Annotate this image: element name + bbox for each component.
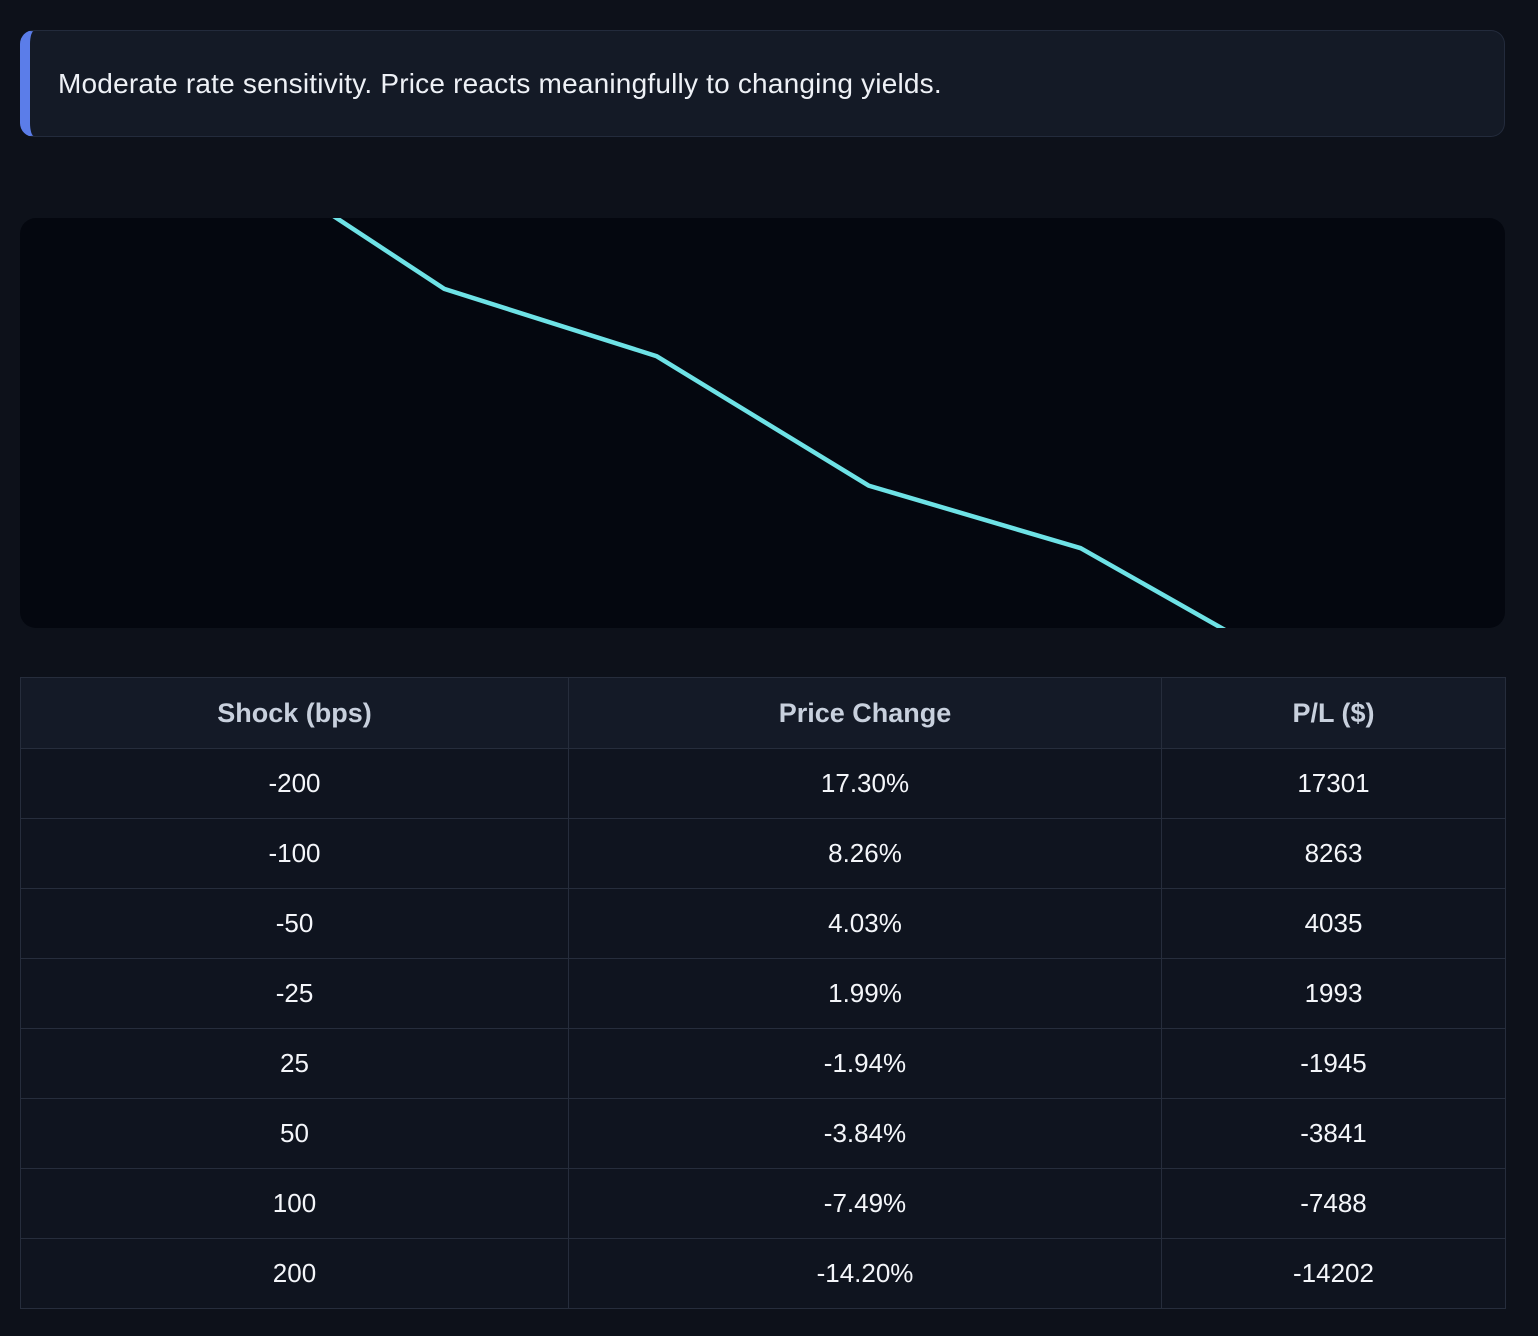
table-cell: -7488 — [1161, 1168, 1506, 1239]
table-cell: 50 — [20, 1098, 569, 1169]
table-cell: 25 — [20, 1028, 569, 1099]
table-row: 100 -7.49% -7488 — [20, 1168, 1506, 1239]
table-row: 50 -3.84% -3841 — [20, 1098, 1506, 1169]
callout-text: Moderate rate sensitivity. Price reacts … — [58, 67, 942, 99]
table-row: -200 17.30% 17301 — [20, 748, 1506, 819]
shock-table: Shock (bps) Price Change P/L ($) -200 17.… — [20, 677, 1506, 1309]
table-cell: 1.99% — [568, 958, 1162, 1029]
table-cell: -1945 — [1161, 1028, 1506, 1099]
table-row: 25 -1.94% -1945 — [20, 1028, 1506, 1099]
rate-sensitivity-chart — [20, 218, 1505, 628]
table-cell: 4.03% — [568, 888, 1162, 959]
table-cell: 100 — [20, 1168, 569, 1239]
table-cell: 4035 — [1161, 888, 1506, 959]
price-change-line — [332, 218, 1227, 628]
column-header-shock: Shock (bps) — [20, 677, 569, 749]
table-cell: -200 — [20, 748, 569, 819]
table-row: -50 4.03% 4035 — [20, 888, 1506, 959]
table-cell: -50 — [20, 888, 569, 959]
table-row: -25 1.99% 1993 — [20, 958, 1506, 1029]
table-cell: 8263 — [1161, 818, 1506, 889]
column-header-pl: P/L ($) — [1161, 677, 1506, 749]
table-cell: -3.84% — [568, 1098, 1162, 1169]
table-cell: -25 — [20, 958, 569, 1029]
table-cell: 200 — [20, 1238, 569, 1309]
table-cell: 17.30% — [568, 748, 1162, 819]
table-cell: -100 — [20, 818, 569, 889]
info-callout: Moderate rate sensitivity. Price reacts … — [20, 30, 1505, 137]
column-header-price-change: Price Change — [568, 677, 1162, 749]
table-cell: 17301 — [1161, 748, 1506, 819]
table-cell: -7.49% — [568, 1168, 1162, 1239]
table-body: -200 17.30% 17301 -100 8.26% 8263 -50 4.03% 4035… — [20, 748, 1506, 1309]
table-cell: -14.20% — [568, 1238, 1162, 1309]
table-cell: 1993 — [1161, 958, 1506, 1029]
table-header-row: Shock (bps) Price Change P/L ($) — [20, 677, 1506, 749]
table-cell: -14202 — [1161, 1238, 1506, 1309]
table-cell: -1.94% — [568, 1028, 1162, 1099]
table-cell: 8.26% — [568, 818, 1162, 889]
rate-sensitivity-panel: Moderate rate sensitivity. Price reacts … — [20, 30, 1506, 1309]
table-row: 200 -14.20% -14202 — [20, 1238, 1506, 1309]
table-row: -100 8.26% 8263 — [20, 818, 1506, 889]
table-cell: -3841 — [1161, 1098, 1506, 1169]
line-chart-svg — [332, 218, 1227, 628]
